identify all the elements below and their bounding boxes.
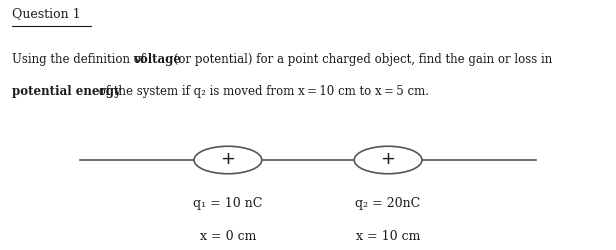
- Text: (or potential) for a point charged object, find the gain or loss in: (or potential) for a point charged objec…: [170, 52, 553, 66]
- Text: Question 1: Question 1: [12, 8, 81, 20]
- Text: q₂ = 20nC: q₂ = 20nC: [355, 198, 421, 210]
- Text: voltage: voltage: [133, 52, 181, 66]
- Text: +: +: [381, 150, 395, 168]
- Text: x = 10 cm: x = 10 cm: [356, 230, 420, 243]
- Text: +: +: [221, 150, 235, 168]
- Text: potential energy: potential energy: [12, 85, 121, 98]
- Text: x = 0 cm: x = 0 cm: [200, 230, 256, 243]
- Circle shape: [194, 146, 262, 174]
- Circle shape: [354, 146, 422, 174]
- Text: q₁ = 10 nC: q₁ = 10 nC: [193, 198, 262, 210]
- Text: of the system if q₂ is moved from x = 10 cm to x = 5 cm.: of the system if q₂ is moved from x = 10…: [95, 85, 429, 98]
- Text: Using the definition of: Using the definition of: [12, 52, 149, 66]
